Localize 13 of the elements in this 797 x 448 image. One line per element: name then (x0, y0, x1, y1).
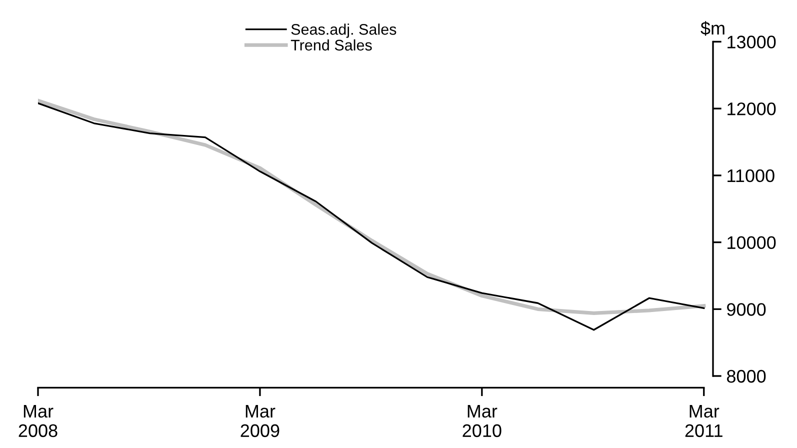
legend-label: Seas.adj. Sales (291, 24, 396, 38)
y-tick-label: 8000 (726, 370, 766, 383)
x-tick-label: Mar 2011 (685, 405, 722, 438)
y-axis-title: $m (700, 21, 724, 36)
y-tick-label: 12000 (728, 102, 776, 116)
x-tick-label: Mar 2008 (18, 405, 58, 438)
y-tick-label: 11000 (728, 169, 774, 182)
y-tick-label: 13000 (728, 36, 776, 48)
y-tick-label: 9000 (727, 303, 766, 316)
y-tick-label: 10000 (728, 236, 776, 249)
x-tick-label: Mar 2009 (240, 405, 280, 438)
legend-label: Trend Sales (290, 39, 372, 51)
x-tick-label: Mar 2010 (462, 405, 502, 438)
